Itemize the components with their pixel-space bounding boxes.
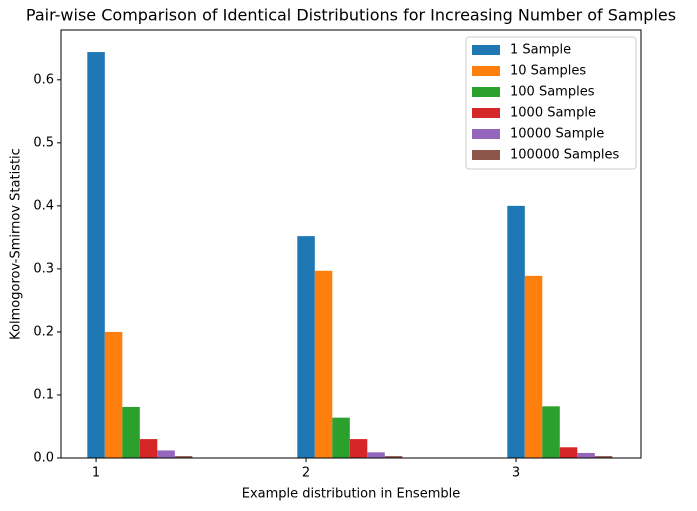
legend-label: 10000 Sample bbox=[510, 127, 604, 142]
y-tick-label: 0.4 bbox=[33, 198, 54, 213]
legend-swatch bbox=[472, 45, 500, 55]
legend-swatch bbox=[472, 129, 500, 139]
bar bbox=[174, 456, 193, 458]
bar bbox=[559, 447, 578, 458]
bar bbox=[384, 456, 403, 458]
bar bbox=[367, 452, 385, 458]
bar bbox=[542, 406, 560, 458]
legend-box bbox=[465, 36, 637, 170]
legend-swatch bbox=[472, 108, 500, 118]
bar bbox=[332, 417, 350, 458]
plot-frame bbox=[60, 29, 642, 459]
y-tick-label: 0.2 bbox=[33, 324, 54, 339]
bar bbox=[594, 456, 613, 458]
legend-swatch bbox=[472, 87, 500, 97]
legend-label: 100 Samples bbox=[510, 85, 595, 100]
y-tick-label: 0.3 bbox=[33, 261, 54, 276]
bar bbox=[139, 439, 158, 458]
bar bbox=[314, 270, 333, 458]
legend-label: 1 Sample bbox=[510, 43, 571, 58]
y-tick-label: 0.6 bbox=[33, 72, 54, 87]
legend-label: 100000 Samples bbox=[510, 148, 620, 163]
legend-label: 10 Samples bbox=[510, 64, 586, 79]
y-tick-label: 0.5 bbox=[33, 135, 54, 150]
bar bbox=[507, 205, 525, 458]
y-tick-label: 0.1 bbox=[33, 387, 54, 402]
bar bbox=[122, 406, 140, 458]
bar bbox=[87, 52, 105, 458]
legend-swatch bbox=[472, 150, 500, 160]
bar bbox=[157, 450, 175, 458]
bar bbox=[577, 452, 595, 458]
legend-swatch bbox=[472, 66, 500, 76]
bar bbox=[524, 275, 543, 458]
bar bbox=[349, 439, 368, 458]
x-axis-label: Example distribution in Ensemble bbox=[242, 487, 460, 502]
x-tick-label: 2 bbox=[302, 466, 310, 481]
x-tick-label: 1 bbox=[92, 466, 100, 481]
chart-title: Pair-wise Comparison of Identical Distri… bbox=[26, 6, 676, 25]
legend-label: 1000 Sample bbox=[510, 106, 596, 121]
y-axis-label: Kolmogorov-Smirnov Statistic bbox=[9, 148, 24, 340]
x-tick-label: 3 bbox=[512, 466, 520, 481]
y-tick-label: 0.0 bbox=[33, 451, 54, 466]
bar bbox=[297, 236, 315, 458]
bar bbox=[104, 331, 123, 458]
